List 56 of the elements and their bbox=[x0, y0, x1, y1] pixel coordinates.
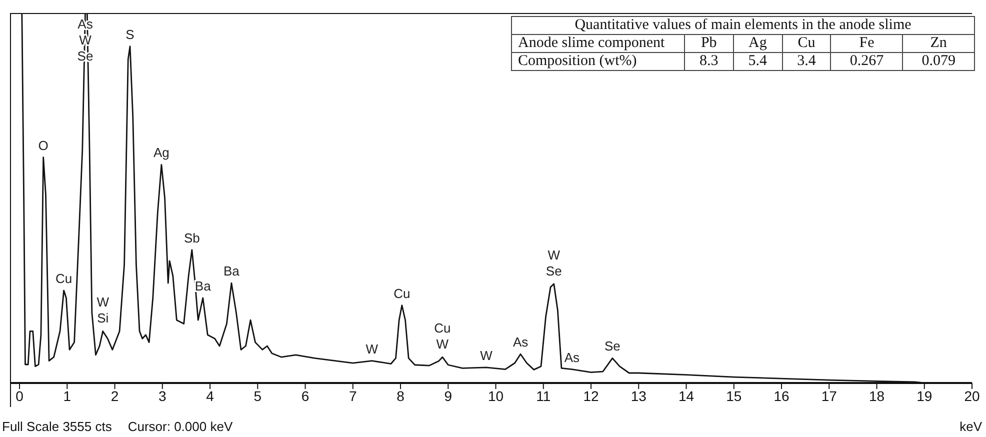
category-label: Ag bbox=[733, 34, 782, 52]
annotation: Ag bbox=[153, 145, 170, 160]
data-label: 0.079 bbox=[902, 52, 974, 70]
x-tick-label: 12 bbox=[583, 388, 600, 404]
annotation: As bbox=[512, 334, 529, 350]
annotation: W bbox=[480, 348, 494, 363]
annotation: Cu bbox=[434, 320, 451, 336]
annotation: O bbox=[38, 138, 48, 153]
annotation: Cu bbox=[56, 271, 72, 286]
annotation: Si bbox=[97, 310, 109, 326]
x-tick-label: 17 bbox=[821, 388, 838, 404]
x-tick-label: 9 bbox=[444, 388, 452, 404]
x-tick-label: 13 bbox=[630, 388, 647, 404]
x-tick-label: 18 bbox=[868, 388, 885, 404]
x-tick-label: 0 bbox=[16, 388, 24, 404]
data-label: 5.4 bbox=[733, 52, 782, 70]
annotation: S bbox=[126, 26, 135, 42]
x-tick-label: 19 bbox=[916, 388, 932, 404]
category-label: Zn bbox=[902, 34, 974, 52]
x-tick-label: 3 bbox=[158, 388, 166, 404]
data-label: 8.3 bbox=[684, 52, 734, 70]
category-label: Fe bbox=[830, 34, 903, 52]
text: Cursor: 0.000 keV bbox=[128, 419, 233, 434]
category-label: Pb bbox=[684, 34, 734, 52]
text: Quantitative values of main elements in the anode slime bbox=[512, 16, 974, 34]
x-tick-label: 2 bbox=[110, 388, 119, 404]
data-label: 0.267 bbox=[830, 52, 903, 70]
data-label: 3.4 bbox=[782, 52, 831, 70]
x-tick-label: 6 bbox=[301, 388, 310, 404]
x-tick-label: 11 bbox=[536, 388, 551, 404]
text: Full Scale 3555 cts bbox=[2, 419, 112, 434]
x-tick-label: 20 bbox=[964, 388, 980, 404]
x-tick-label: 5 bbox=[254, 388, 262, 404]
annotation: W bbox=[436, 336, 450, 352]
x-tick-label: 4 bbox=[206, 388, 214, 404]
annotation: Se bbox=[546, 263, 562, 278]
annotation: Sb bbox=[184, 230, 200, 246]
annotation: Se bbox=[604, 338, 620, 354]
x-tick-label: 8 bbox=[396, 388, 405, 404]
x-axis-title: keV bbox=[960, 419, 982, 434]
x-tick-label: 15 bbox=[726, 388, 742, 404]
x-tick-label: 16 bbox=[774, 388, 790, 404]
annotation: Ba bbox=[194, 278, 212, 294]
category-label: Cu bbox=[782, 34, 831, 52]
annotation: W bbox=[96, 294, 110, 310]
annotation: W bbox=[366, 341, 379, 356]
x-tick-label: 10 bbox=[488, 388, 504, 404]
x-tick-label: 1 bbox=[63, 388, 72, 404]
annotation: Composition (wt%) bbox=[512, 52, 684, 70]
annotation: W bbox=[548, 247, 561, 262]
annotation: Anode slime component bbox=[512, 34, 684, 52]
annotation: As bbox=[564, 350, 580, 365]
annotation: Cu bbox=[394, 286, 410, 301]
x-tick-label: 7 bbox=[348, 388, 357, 404]
annotation: Ba bbox=[223, 264, 240, 279]
x-tick-label: 14 bbox=[678, 388, 694, 404]
